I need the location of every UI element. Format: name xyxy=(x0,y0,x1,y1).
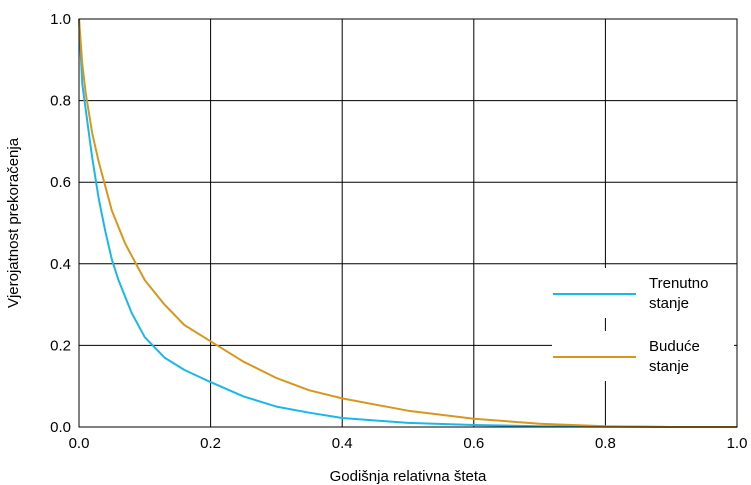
y-axis-label: Vjerojatnost prekoračenja xyxy=(5,137,22,308)
y-tick-label: 0.2 xyxy=(50,337,71,354)
legend-label: Trenutno xyxy=(649,275,708,292)
x-axis-label: Godišnja relativna šteta xyxy=(330,468,487,485)
series-lines xyxy=(78,18,737,428)
y-tick-label: 0.0 xyxy=(50,419,71,436)
legend-label: stanje xyxy=(649,358,689,375)
x-tick-label: 0.2 xyxy=(200,435,221,452)
x-tick-label: 0.4 xyxy=(332,435,353,452)
legend: Trenutno stanje Buduće stanje xyxy=(552,268,734,381)
y-tick-label: 0.6 xyxy=(50,174,71,191)
y-tick-label: 0.4 xyxy=(50,256,71,273)
tick-labels: 0.0 0.2 0.4 0.6 0.8 1.0 0.0 0.2 0.4 0.6 0.8 1.0 xyxy=(50,11,747,452)
x-tick-label: 0.0 xyxy=(69,435,90,452)
y-tick-label: 0.8 xyxy=(50,93,71,110)
x-tick-label: 0.8 xyxy=(595,435,616,452)
legend-label: Buduće xyxy=(649,338,700,355)
x-tick-label: 0.6 xyxy=(463,435,484,452)
y-tick-label: 1.0 xyxy=(50,11,71,28)
legend-label: stanje xyxy=(649,295,689,312)
series-line-2 xyxy=(78,18,737,428)
grid xyxy=(79,19,737,427)
series-line-1 xyxy=(78,18,737,428)
x-tick-label: 1.0 xyxy=(727,435,748,452)
plot-frame xyxy=(78,18,738,428)
